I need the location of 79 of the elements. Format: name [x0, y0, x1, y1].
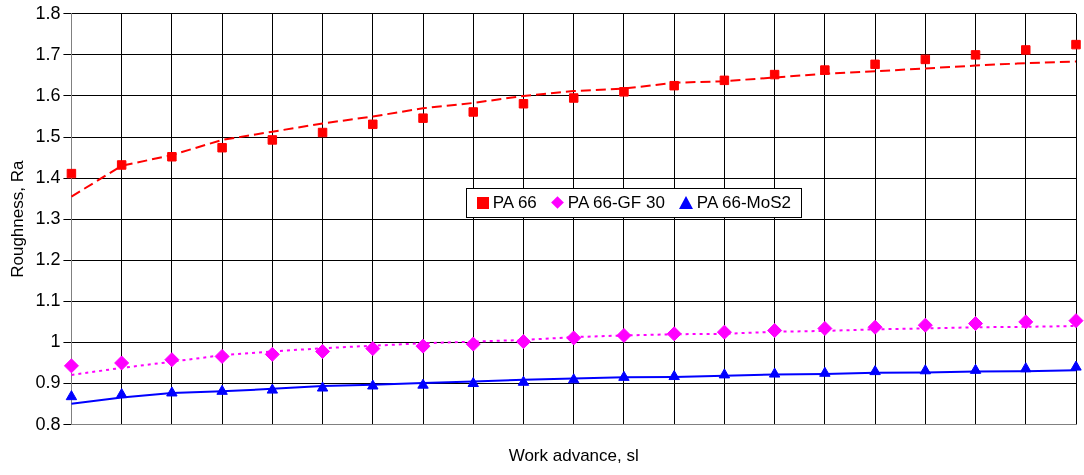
point: [465, 336, 481, 352]
point: [768, 367, 781, 378]
y-tick-label: 0.9: [35, 372, 61, 393]
point: [1071, 39, 1081, 50]
point: [568, 93, 579, 103]
point: [619, 87, 629, 97]
point: [368, 119, 378, 130]
y-tick-label: 1.7: [35, 43, 61, 64]
point: [214, 348, 230, 364]
point: [63, 358, 79, 374]
point: [116, 160, 127, 170]
point: [1021, 45, 1031, 55]
point: [216, 384, 228, 395]
point: [1018, 314, 1034, 330]
y-tick-label: 1.2: [35, 249, 61, 270]
point: [1020, 362, 1032, 373]
point: [114, 355, 130, 371]
point: [969, 363, 982, 374]
point: [316, 381, 329, 392]
point: [415, 338, 431, 354]
point: [515, 334, 531, 350]
y-tick-label: 1.4: [35, 167, 61, 188]
point: [468, 107, 478, 117]
legend-label: PA 66-MoS2: [696, 192, 792, 213]
y-tick-label: 1.8: [35, 2, 61, 23]
y-tick-label: 1: [50, 331, 61, 352]
legend-label: PA 66: [492, 192, 537, 213]
point: [166, 386, 178, 397]
point: [217, 142, 227, 153]
point: [467, 377, 479, 388]
point: [568, 373, 580, 384]
y-tick-label: 0.8: [35, 413, 61, 434]
point: [266, 383, 279, 394]
point: [669, 80, 679, 91]
point: [317, 127, 328, 138]
point: [518, 99, 529, 109]
point: [970, 50, 981, 60]
point: [167, 152, 177, 162]
y-tick-label: 1.3: [35, 208, 61, 229]
point: [1070, 360, 1082, 371]
point: [164, 352, 180, 368]
point: [365, 341, 381, 357]
point: [968, 316, 984, 332]
legend-label: PA 66-GF 30: [567, 192, 665, 213]
point: [769, 69, 780, 80]
point: [1068, 313, 1084, 329]
point: [517, 375, 530, 386]
y-tick-label: 1.1: [35, 290, 61, 311]
point: [668, 370, 680, 381]
point: [867, 319, 883, 335]
point: [719, 75, 730, 86]
point: [917, 317, 933, 333]
y-axis-title: Roughness, Ra: [7, 160, 27, 278]
y-tick-label: 1.6: [35, 84, 61, 105]
point: [869, 365, 881, 376]
point: [870, 59, 880, 70]
point: [666, 326, 682, 342]
point: [716, 324, 732, 340]
point: [65, 390, 78, 401]
point: [417, 378, 429, 389]
point: [767, 323, 783, 339]
point: [418, 113, 428, 123]
point: [718, 368, 731, 379]
point: [618, 370, 630, 381]
point: [616, 327, 632, 343]
point: [919, 364, 932, 375]
y-tick-label: 1.5: [35, 126, 61, 147]
point: [267, 135, 278, 145]
point: [820, 65, 830, 75]
x-axis-title: Work advance, sl: [508, 446, 639, 466]
point: [819, 366, 831, 377]
point: [264, 346, 280, 362]
point: [367, 379, 379, 390]
point: [66, 168, 77, 179]
point: [920, 54, 931, 65]
point: [115, 388, 128, 399]
point: [817, 320, 833, 336]
point: [566, 330, 582, 346]
point: [315, 343, 331, 359]
